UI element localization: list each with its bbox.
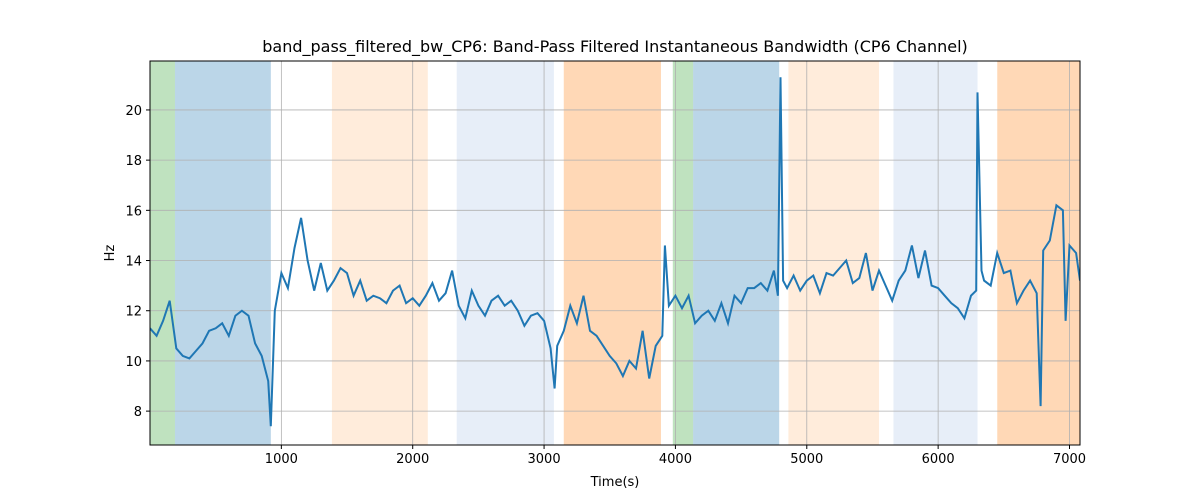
y-tick-label: 20: [125, 104, 142, 119]
shaded-span: [893, 61, 978, 445]
shaded-span: [997, 61, 1080, 445]
shaded-span: [672, 61, 694, 445]
shaded-span: [174, 61, 271, 445]
data-line: [150, 77, 1080, 427]
shaded-span: [563, 61, 661, 445]
shaded-span: [150, 61, 175, 445]
x-tick-label: 1000: [265, 452, 298, 467]
y-tick-label: 18: [125, 154, 142, 169]
y-tick-label: 16: [125, 204, 142, 219]
x-tick-label: 6000: [922, 452, 955, 467]
y-tick-label: 10: [125, 355, 142, 370]
x-tick-label: 7000: [1053, 452, 1086, 467]
chart-title: band_pass_filtered_bw_CP6: Band-Pass Fil…: [262, 37, 968, 57]
x-tick-label: 4000: [659, 452, 692, 467]
y-axis-label: Hz: [103, 245, 118, 262]
shaded-span: [456, 61, 554, 445]
shaded-span: [331, 61, 428, 445]
x-tick-label: 5000: [790, 452, 823, 467]
y-tick-label: 14: [125, 255, 142, 270]
x-axis-label: Time(s): [590, 475, 640, 490]
shaded-span: [788, 61, 880, 445]
y-tick-label: 8: [134, 405, 142, 420]
shaded-span: [693, 61, 780, 445]
x-tick-label: 3000: [528, 452, 561, 467]
plot-frame: [149, 60, 1081, 446]
y-tick-label: 12: [125, 305, 142, 320]
x-tick-label: 2000: [396, 452, 429, 467]
